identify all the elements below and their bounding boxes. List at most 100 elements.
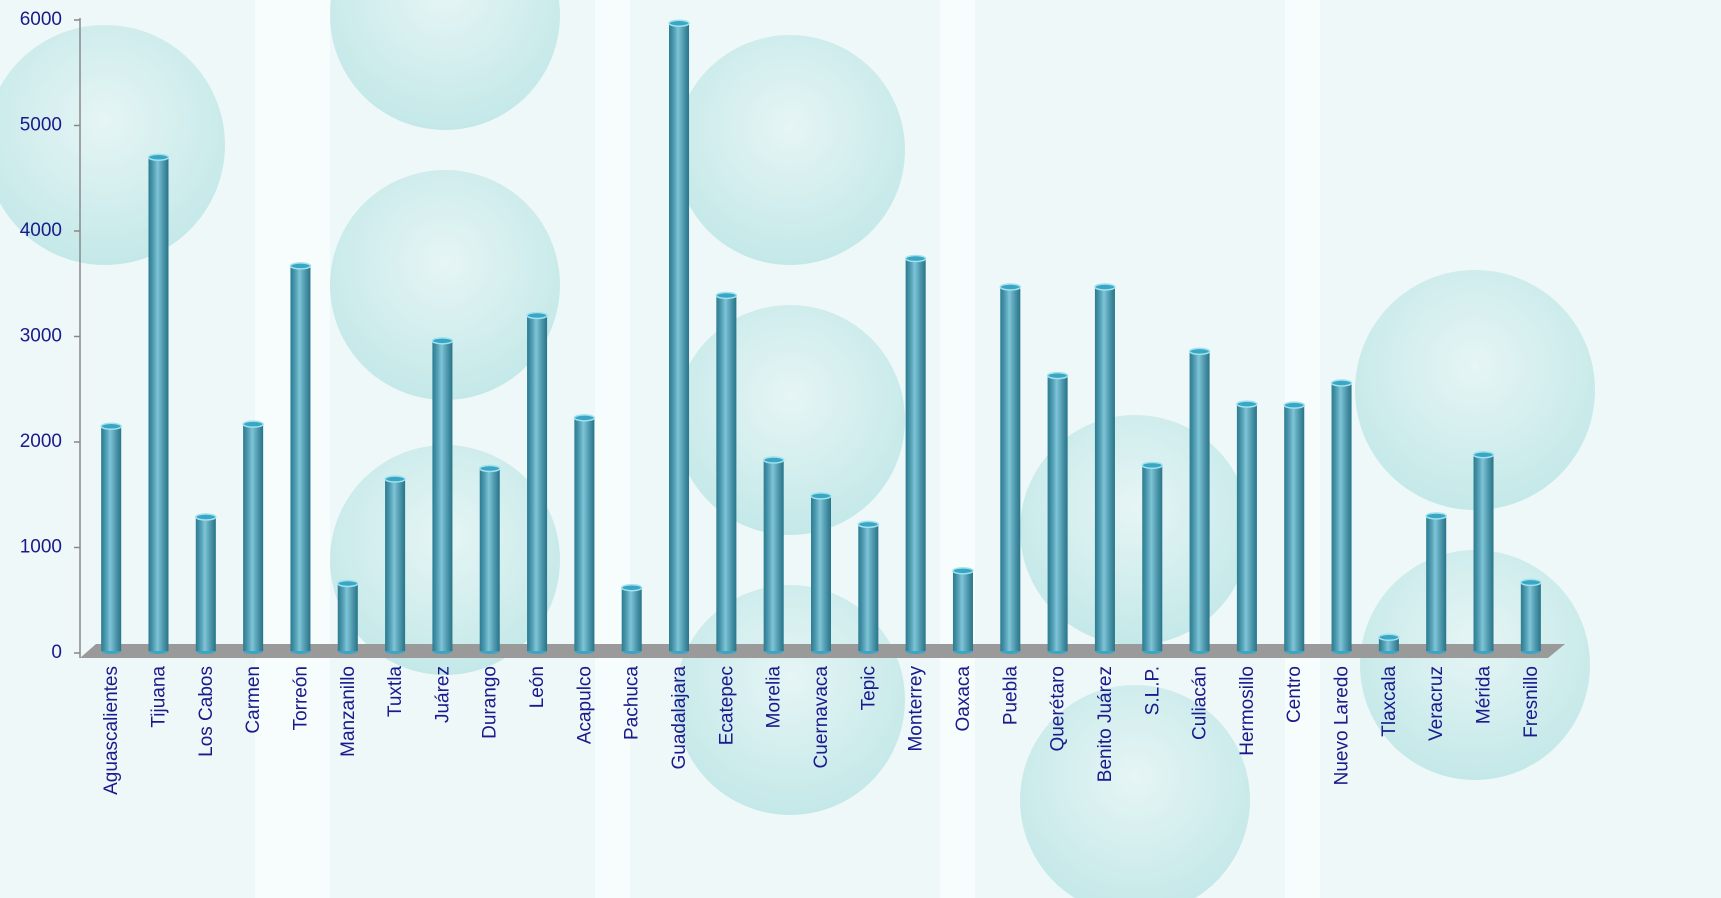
- bar-top: [242, 420, 264, 428]
- x-tick-label: Tepic: [858, 666, 879, 710]
- y-tick-label: 4000: [20, 220, 62, 241]
- bar-top: [810, 492, 832, 500]
- x-tick-label: Pachuca: [622, 666, 643, 740]
- x-tick-label: Tuxtla: [385, 666, 406, 717]
- bar-shade: [1473, 454, 1494, 651]
- bar-top: [1141, 461, 1164, 470]
- x-tick-label: León: [527, 666, 548, 708]
- x-tick-label: Los Cabos: [196, 666, 217, 757]
- bar-top: [668, 19, 690, 28]
- bar-top: [1283, 401, 1305, 409]
- bar-top: [1520, 578, 1542, 587]
- bar-top: [857, 520, 880, 529]
- x-tick-label: Cuernavaca: [811, 666, 832, 769]
- bar-shade: [432, 340, 453, 651]
- x-tick-label: Querétaro: [1048, 666, 1069, 752]
- bar-top: [289, 262, 312, 270]
- x-tick-label: Aguascalientes: [101, 666, 122, 795]
- bar-shade: [527, 315, 548, 651]
- x-tick-label: Fresnillo: [1521, 666, 1542, 738]
- bar-top: [1094, 283, 1116, 291]
- bar-shade: [621, 587, 642, 651]
- y-tick-label: 2000: [20, 431, 62, 452]
- bar-shade: [669, 23, 690, 651]
- x-tick-label: Mérida: [1474, 666, 1495, 725]
- x-tick-label: Carmen: [243, 666, 264, 734]
- bar-shade: [1000, 287, 1021, 651]
- bar-shade: [1426, 515, 1447, 651]
- x-tick-label: Culiacán: [1190, 666, 1211, 740]
- y-tick-label: 3000: [20, 326, 62, 347]
- x-tick-label: Juárez: [432, 666, 453, 723]
- bar-shade: [1331, 383, 1352, 651]
- bar-top: [573, 414, 596, 422]
- bar-top: [904, 254, 927, 263]
- bar-top: [620, 583, 643, 592]
- bar-shade: [1520, 582, 1541, 651]
- bar-top: [715, 291, 738, 300]
- bar-shade: [574, 417, 595, 651]
- bar-shade: [1142, 465, 1163, 651]
- bar-shade: [1284, 405, 1305, 651]
- bar-shade: [337, 583, 358, 651]
- bar-top: [1425, 512, 1447, 520]
- bar-top: [1046, 371, 1069, 380]
- bar-shade: [101, 426, 122, 651]
- y-tick-label: 6000: [20, 9, 62, 30]
- bar-shade: [716, 295, 737, 651]
- bar-top: [526, 311, 548, 320]
- bar-shade: [195, 517, 216, 651]
- x-tick-label: S.L.P.: [1142, 666, 1163, 715]
- bar-shade: [1189, 351, 1210, 651]
- x-tick-label: Acapulco: [574, 666, 595, 744]
- bar-shade: [952, 570, 973, 651]
- bar-top: [337, 579, 359, 588]
- bar-shade: [243, 424, 264, 651]
- x-tick-label: Torreón: [290, 666, 311, 730]
- x-tick-label: Morelia: [764, 666, 785, 729]
- bar-top: [1236, 400, 1258, 408]
- bar-shade: [1236, 404, 1257, 651]
- bar-top: [195, 513, 217, 521]
- bar-shade: [1094, 287, 1115, 651]
- bar-top: [1330, 379, 1353, 387]
- x-tick-label: Nuevo Laredo: [1332, 666, 1353, 785]
- x-tick-label: Veracruz: [1426, 666, 1447, 741]
- x-tick-label: Manzanillo: [338, 666, 359, 757]
- bar-shade: [385, 479, 406, 651]
- bar-top: [147, 153, 170, 162]
- x-tick-label: Oaxaca: [953, 666, 974, 732]
- bar-top: [384, 475, 406, 483]
- x-tick-label: Puebla: [1000, 666, 1021, 726]
- x-tick-label: Tijuana: [148, 666, 169, 728]
- y-tick-label: 0: [51, 642, 62, 663]
- bar-shade: [763, 460, 784, 651]
- bar-shade: [1047, 375, 1068, 651]
- bar-top: [999, 283, 1022, 291]
- bar-shade: [148, 157, 169, 651]
- y-tick-label: 5000: [20, 115, 62, 136]
- bar-top: [1188, 347, 1211, 356]
- bar-top: [762, 456, 785, 464]
- bar-top: [478, 464, 501, 473]
- x-tick-label: Guadalajara: [669, 666, 690, 770]
- bar-shade: [858, 524, 879, 651]
- x-tick-label: Ecatepec: [716, 666, 737, 745]
- bar-shade: [290, 265, 311, 651]
- bar-top: [100, 422, 122, 431]
- x-tick-label: Centro: [1284, 666, 1305, 723]
- bar-shade: [811, 495, 831, 651]
- bar-top: [1472, 451, 1495, 459]
- x-tick-label: Monterrey: [906, 666, 927, 752]
- bar-top: [1378, 633, 1400, 642]
- x-tick-label: Tlaxcala: [1379, 666, 1400, 737]
- bar-shade: [479, 468, 500, 651]
- bar-top: [431, 337, 454, 345]
- bar-top: [952, 567, 974, 575]
- bar-shade: [905, 258, 926, 651]
- x-tick-label: Durango: [480, 666, 501, 739]
- y-tick-label: 1000: [20, 537, 62, 558]
- x-tick-label: Benito Juárez: [1095, 666, 1116, 782]
